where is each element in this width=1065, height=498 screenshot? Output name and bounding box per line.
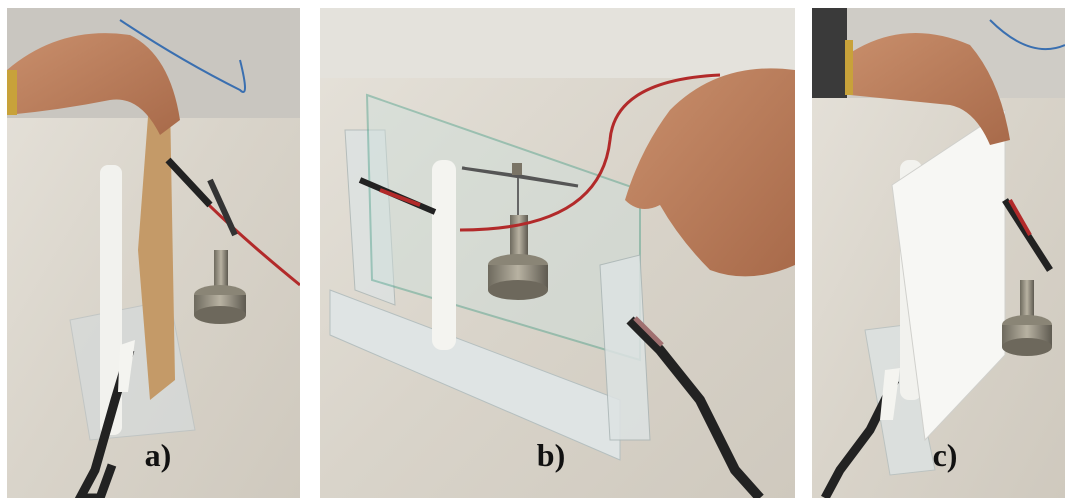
photo-a — [7, 8, 300, 498]
photo-b — [320, 8, 795, 498]
panel-label: a) — [145, 437, 172, 473]
figure: a) b) — [0, 0, 1065, 498]
photo-c — [812, 8, 1065, 498]
panel-label: b) — [537, 437, 565, 473]
panel-label: c) — [933, 437, 958, 473]
